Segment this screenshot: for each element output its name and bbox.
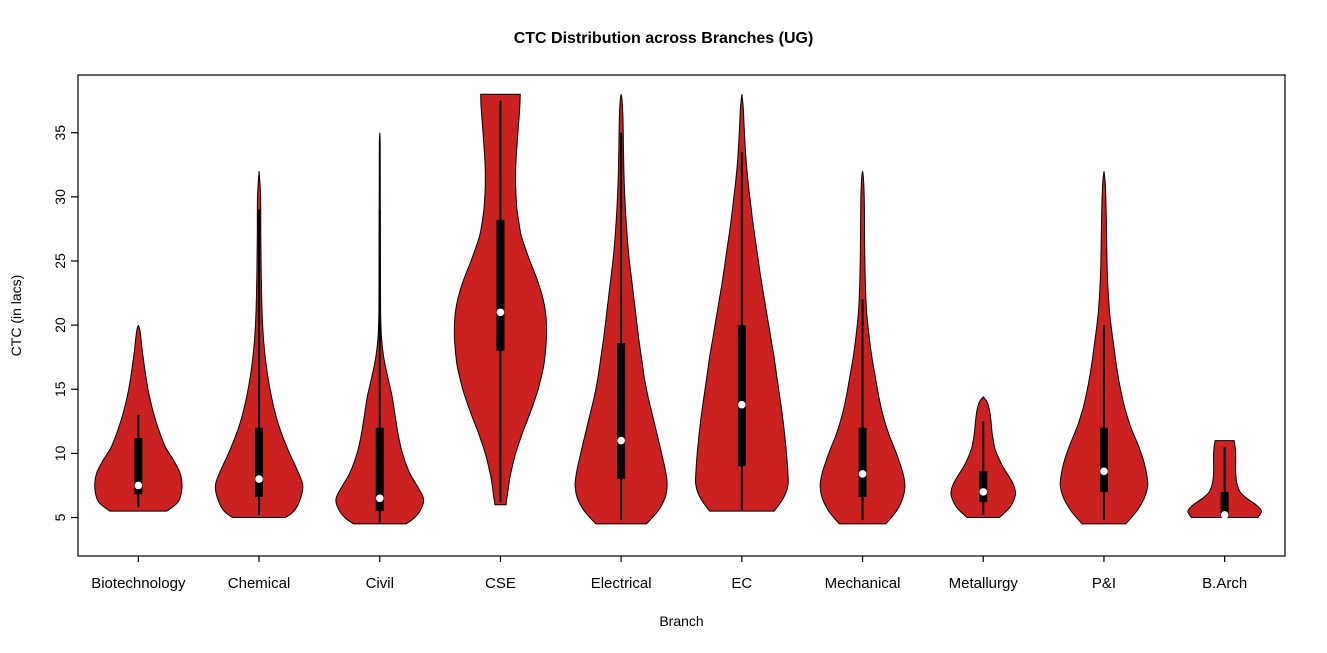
median-dot-biotechnology (134, 481, 143, 490)
x-category-label-chemical: Chemical (228, 575, 291, 592)
x-category-label-mechanical: Mechanical (825, 575, 901, 592)
x-category-label-ec: EC (731, 575, 752, 592)
iqr-box-mechanical (858, 427, 867, 497)
y-tick-label: 15 (52, 381, 68, 397)
median-dot-b-arch (1220, 511, 1229, 519)
iqr-box-metallurgy (979, 471, 988, 503)
x-axis-label: Branch (659, 613, 704, 629)
plot-border (77, 74, 1286, 557)
x-category-label-electrical: Electrical (591, 575, 652, 592)
iqr-box-ec (737, 325, 746, 467)
iqr-box-b-arch (1220, 491, 1229, 518)
x-category-label-b-arch: B.Arch (1202, 575, 1247, 592)
y-tick-label: 25 (52, 253, 68, 269)
iqr-box-chemical (255, 427, 264, 497)
y-tick-label: 5 (52, 513, 68, 521)
median-dot-p-i (1100, 467, 1108, 476)
x-category-label-p-i: P&I (1092, 575, 1116, 592)
y-tick-label: 10 (52, 445, 68, 461)
median-dot-civil (375, 494, 384, 503)
iqr-box-biotechnology (134, 437, 143, 495)
y-tick-label: 35 (52, 125, 68, 141)
x-category-label-cse: CSE (485, 575, 516, 592)
median-dot-electrical (617, 436, 625, 445)
y-tick-label: 30 (52, 189, 68, 205)
median-dot-chemical (255, 475, 263, 483)
x-category-label-civil: Civil (366, 575, 394, 592)
y-tick-label: 20 (52, 317, 68, 333)
median-dot-metallurgy (979, 488, 988, 496)
median-dot-cse (496, 308, 505, 317)
iqr-box-civil (375, 427, 384, 512)
iqr-box-electrical (617, 343, 626, 480)
iqr-box-p-i (1099, 427, 1108, 492)
x-category-label-metallurgy: Metallurgy (949, 575, 1019, 592)
median-dot-mechanical (858, 470, 867, 478)
x-category-label-biotechnology: Biotechnology (91, 575, 186, 592)
median-dot-ec (738, 400, 746, 409)
chart-title: CTC Distribution across Branches (UG) (513, 30, 814, 47)
iqr-box-cse (496, 219, 505, 351)
